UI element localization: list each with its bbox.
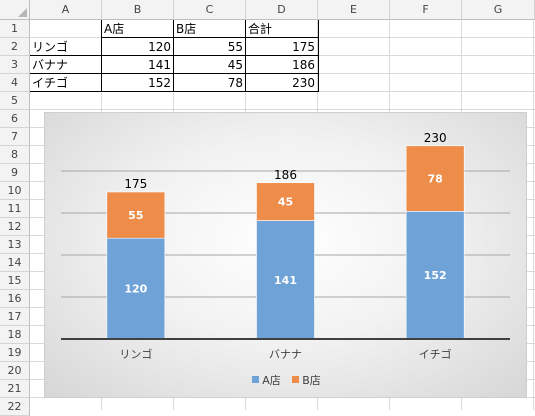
legend-label-a: A店 bbox=[262, 374, 281, 387]
row-header-1[interactable]: 1 bbox=[0, 20, 30, 38]
bar-segment[interactable] bbox=[405, 211, 465, 340]
row-header-2[interactable]: 2 bbox=[0, 38, 30, 56]
column-header-d[interactable]: D bbox=[246, 0, 318, 20]
legend-swatch-a bbox=[252, 376, 260, 383]
row-header-20[interactable]: 20 bbox=[0, 362, 30, 380]
bar-data-label: 152 bbox=[424, 269, 447, 282]
column-header-c[interactable]: C bbox=[174, 0, 246, 20]
row-header-7[interactable]: 7 bbox=[0, 128, 30, 146]
bar-data-label: 55 bbox=[128, 209, 143, 222]
stacked-bar-chart[interactable]: 120 55 175 リンゴ 141 45 186 バナナ 152 78 230 イチゴ A店 B店 bbox=[44, 112, 527, 398]
gridline bbox=[30, 109, 535, 110]
row-header-11[interactable]: 11 bbox=[0, 200, 30, 218]
bar-segment[interactable] bbox=[405, 145, 465, 212]
column-header-e[interactable]: E bbox=[318, 0, 390, 20]
row-header-12[interactable]: 12 bbox=[0, 218, 30, 236]
cell-c1[interactable]: B店 bbox=[176, 22, 197, 36]
gridline bbox=[533, 20, 534, 410]
chart-plot-area[interactable]: 120 55 175 リンゴ 141 45 186 バナナ 152 78 230 イチゴ bbox=[45, 113, 528, 399]
select-all-corner[interactable] bbox=[0, 0, 30, 20]
row-header-22[interactable]: 22 bbox=[0, 398, 30, 416]
bar-data-label: 141 bbox=[274, 274, 297, 287]
row-header-18[interactable]: 18 bbox=[0, 326, 30, 344]
cell-c4[interactable]: 78 bbox=[227, 76, 243, 90]
chart-legend[interactable]: A店 B店 bbox=[45, 372, 528, 388]
cell-b3[interactable]: 141 bbox=[148, 58, 171, 72]
cell-b4[interactable]: 152 bbox=[148, 76, 171, 90]
column-header-b[interactable]: B bbox=[102, 0, 174, 20]
row-header-5[interactable]: 5 bbox=[0, 92, 30, 110]
cell-a2[interactable]: リンゴ bbox=[32, 40, 69, 54]
cell-c3[interactable]: 45 bbox=[227, 58, 243, 72]
category-axis-label: イチゴ bbox=[419, 347, 452, 361]
cell-a4[interactable]: イチゴ bbox=[32, 76, 69, 90]
column-header-g[interactable]: G bbox=[462, 0, 535, 20]
bar-total-label: 175 bbox=[124, 177, 147, 191]
legend-item-b[interactable]: B店 bbox=[292, 372, 321, 388]
table-border bbox=[101, 20, 102, 92]
table-border bbox=[102, 37, 319, 38]
row-header-8[interactable]: 8 bbox=[0, 146, 30, 164]
bar-data-label: 45 bbox=[278, 196, 293, 209]
row-header-6[interactable]: 6 bbox=[0, 110, 30, 128]
table-border bbox=[173, 20, 174, 92]
bar-total-label: 230 bbox=[424, 131, 447, 145]
cell-b2[interactable]: 120 bbox=[148, 40, 171, 54]
row-header-17[interactable]: 17 bbox=[0, 308, 30, 326]
cell-a3[interactable]: バナナ bbox=[32, 58, 69, 72]
cell-d1[interactable]: 合計 bbox=[248, 22, 273, 36]
row-header-13[interactable]: 13 bbox=[0, 236, 30, 254]
bar-total-label: 186 bbox=[274, 168, 297, 182]
column-header-a[interactable]: A bbox=[30, 0, 102, 20]
category-axis-label: バナナ bbox=[269, 348, 302, 361]
row-header-9[interactable]: 9 bbox=[0, 164, 30, 182]
bar-data-label: 78 bbox=[428, 173, 443, 186]
bar-segment[interactable] bbox=[256, 182, 315, 221]
table-border bbox=[30, 91, 319, 92]
table-border bbox=[318, 20, 319, 92]
column-header-f[interactable]: F bbox=[390, 0, 462, 20]
bar-segment[interactable] bbox=[106, 237, 166, 340]
legend-label-b: B店 bbox=[302, 374, 321, 387]
bar-data-label: 120 bbox=[124, 283, 147, 296]
legend-item-a[interactable]: A店 bbox=[252, 372, 281, 388]
bar-segment[interactable] bbox=[106, 191, 166, 239]
select-all-icon bbox=[18, 8, 27, 17]
row-header-3[interactable]: 3 bbox=[0, 56, 30, 74]
table-border bbox=[30, 55, 319, 56]
cell-d4[interactable]: 230 bbox=[292, 76, 315, 90]
table-border bbox=[30, 73, 319, 74]
legend-swatch-b bbox=[292, 376, 300, 383]
cell-b1[interactable]: A店 bbox=[104, 22, 125, 36]
category-axis-label: リンゴ bbox=[119, 347, 152, 361]
cell-d3[interactable]: 186 bbox=[292, 58, 315, 72]
cell-d2[interactable]: 175 bbox=[292, 40, 315, 54]
table-border bbox=[245, 20, 246, 92]
row-header-19[interactable]: 19 bbox=[0, 344, 30, 362]
row-header-16[interactable]: 16 bbox=[0, 290, 30, 308]
bar-segment[interactable] bbox=[256, 220, 315, 340]
row-header-15[interactable]: 15 bbox=[0, 272, 30, 290]
row-header-4[interactable]: 4 bbox=[0, 74, 30, 92]
row-header-10[interactable]: 10 bbox=[0, 182, 30, 200]
cell-c2[interactable]: 55 bbox=[227, 40, 243, 54]
row-header-21[interactable]: 21 bbox=[0, 380, 30, 398]
row-header-14[interactable]: 14 bbox=[0, 254, 30, 272]
